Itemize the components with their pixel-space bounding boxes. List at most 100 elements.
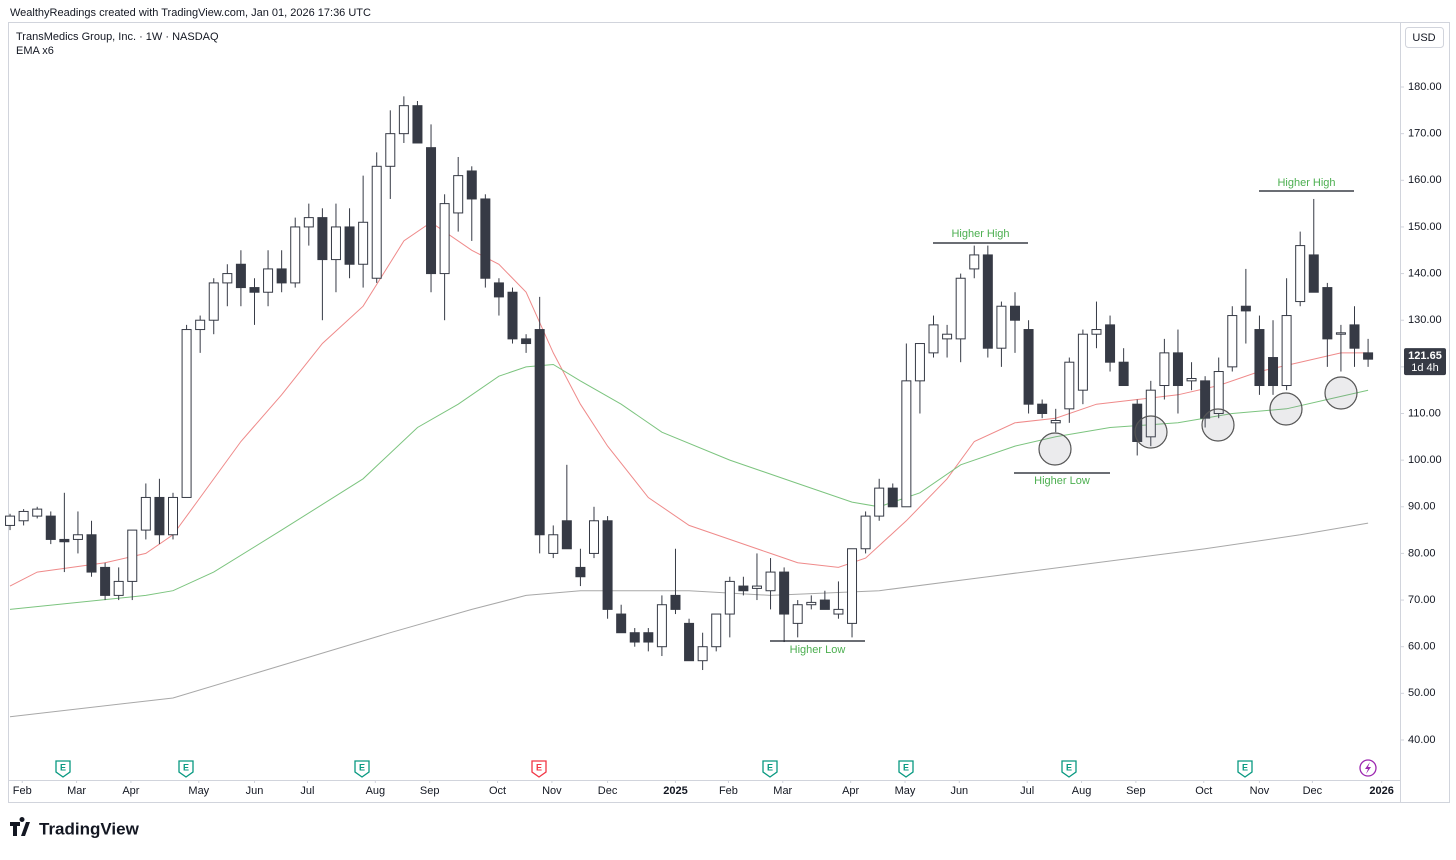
candle-body <box>914 343 925 382</box>
candle-body <box>1240 305 1251 312</box>
candle-body <box>1254 329 1265 387</box>
x-tick-label: Jun <box>950 785 968 797</box>
candle-body <box>330 226 341 261</box>
ema-line <box>9 221 1369 587</box>
candle-body <box>154 496 165 536</box>
candle-body <box>724 580 735 615</box>
candle-body <box>819 599 830 610</box>
candle-body <box>181 329 192 498</box>
x-tick-label: 2026 <box>1369 785 1393 797</box>
highlight-circle <box>1269 392 1303 426</box>
x-tick-label: Aug <box>1072 785 1092 797</box>
candle-body <box>969 254 980 270</box>
event-label: E <box>60 762 66 772</box>
annotation: Higher Low <box>1034 475 1090 487</box>
currency-box[interactable] <box>1405 27 1444 48</box>
candle-body <box>1009 305 1020 321</box>
candle-body <box>453 175 464 214</box>
candle-body <box>1186 378 1197 382</box>
candle-body <box>996 305 1007 349</box>
candle-body <box>792 604 803 624</box>
candle-body <box>1227 315 1238 368</box>
x-tick-label: Sep <box>1126 785 1146 797</box>
candle-body <box>276 268 287 284</box>
event-label: E <box>767 762 773 772</box>
candle-body <box>100 566 111 596</box>
candle-body <box>629 632 640 643</box>
ema-line <box>9 363 1369 610</box>
candle-body <box>466 170 477 200</box>
candle-body <box>534 329 545 536</box>
candle-body <box>1077 333 1088 391</box>
y-tick-label: 130.00 <box>1408 314 1442 326</box>
x-tick-label: Dec <box>1303 785 1323 797</box>
candle-body <box>32 508 43 517</box>
candle-body <box>1335 332 1346 335</box>
last-price: 121.65 <box>1408 350 1442 362</box>
x-tick-label: Sep <box>420 785 440 797</box>
indicator-label: EMA x6 <box>16 45 54 57</box>
candle-body <box>195 319 206 331</box>
candle-body <box>371 165 382 279</box>
candle-body <box>1349 324 1360 349</box>
candle-body <box>398 105 409 135</box>
x-tick-label: Feb <box>719 785 738 797</box>
y-tick-label: 90.00 <box>1408 501 1436 513</box>
x-tick-label: Nov <box>1250 785 1270 797</box>
y-tick-label: 110.00 <box>1408 407 1441 419</box>
candle-body <box>955 277 966 340</box>
candle-body <box>1064 361 1075 410</box>
y-tick-label: 60.00 <box>1408 641 1436 653</box>
candle-body <box>168 496 179 536</box>
candle-body <box>127 529 138 582</box>
event-label: E <box>359 762 365 772</box>
candle-body <box>1050 419 1061 424</box>
x-tick-label: Jun <box>246 785 264 797</box>
candle-body <box>982 254 993 349</box>
candle-body <box>901 380 912 508</box>
candle-body <box>548 534 559 554</box>
event-marker <box>354 760 370 778</box>
y-tick-label: 40.00 <box>1408 734 1436 746</box>
candle-body <box>18 510 29 522</box>
event-label: E <box>536 762 542 772</box>
annotation: Higher High <box>951 228 1009 240</box>
candle-body <box>697 646 708 662</box>
candle-body <box>439 203 450 275</box>
candle-body <box>833 608 844 615</box>
x-tick-label: Nov <box>542 785 562 797</box>
event-marker <box>762 760 778 778</box>
event-marker <box>178 760 194 778</box>
ema-line <box>9 522 1369 718</box>
chart-title: TransMedics Group, Inc. · 1W · NASDAQ <box>16 31 219 43</box>
candle-body <box>521 338 532 345</box>
candle-body <box>887 487 898 508</box>
candle-body <box>928 324 939 354</box>
highlight-circle <box>1324 376 1358 410</box>
candle-body <box>1281 315 1292 387</box>
x-tick-label: Apr <box>122 785 139 797</box>
countdown: 1d 4h <box>1411 362 1439 374</box>
candle-body <box>1145 389 1156 438</box>
x-tick-label: Oct <box>1195 785 1212 797</box>
y-tick-label: 70.00 <box>1408 594 1436 606</box>
candle-body <box>1295 245 1306 303</box>
candle-body <box>751 585 762 589</box>
y-tick-label: 150.00 <box>1408 221 1442 233</box>
candle-body <box>1023 329 1034 405</box>
candle-body <box>1213 371 1224 414</box>
y-tick-label: 160.00 <box>1408 174 1442 186</box>
x-tick-label: 2025 <box>663 785 687 797</box>
y-tick-label: 100.00 <box>1408 454 1442 466</box>
candle-body <box>738 585 749 592</box>
brand-logo <box>10 817 30 836</box>
candle-body <box>222 273 233 284</box>
event-marker <box>1237 760 1253 778</box>
candle-body <box>290 226 301 284</box>
candle-body <box>711 613 722 648</box>
candle-body <box>1159 352 1170 387</box>
candle-body <box>493 282 504 298</box>
candle-body <box>806 601 817 606</box>
